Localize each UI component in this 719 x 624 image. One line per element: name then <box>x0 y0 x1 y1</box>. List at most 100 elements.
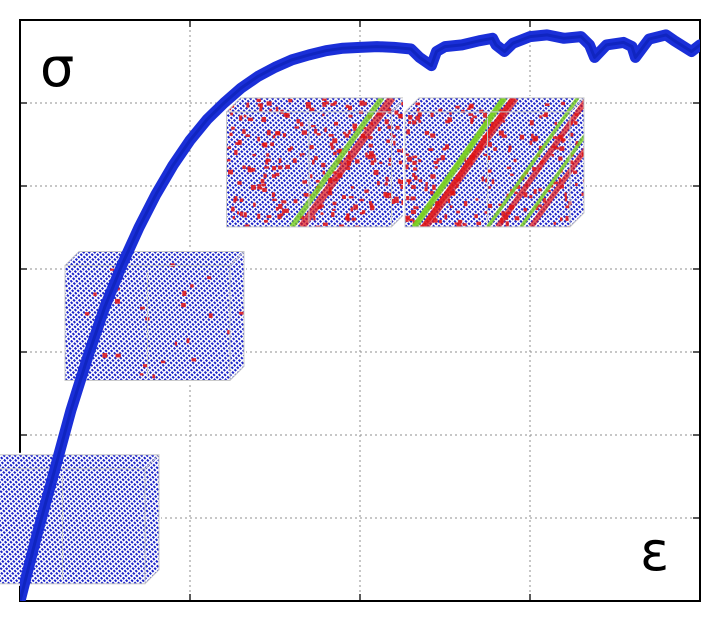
defect-atom <box>408 218 414 222</box>
defect-atom <box>407 156 413 162</box>
defect-atom <box>463 201 468 207</box>
defect-atom <box>408 120 412 124</box>
defect-atom <box>247 166 251 170</box>
defect-atom <box>383 191 388 197</box>
defect-atom <box>487 142 492 147</box>
defect-atom <box>301 130 307 135</box>
defect-atom <box>412 160 417 165</box>
defect-atom <box>472 115 477 119</box>
defect-atom <box>239 198 244 202</box>
defect-atom <box>152 374 156 379</box>
stress-strain-curve-core <box>20 33 700 601</box>
defect-atom <box>281 208 285 214</box>
defect-atom <box>256 98 262 102</box>
defect-atom <box>227 330 230 335</box>
defect-atom <box>115 353 121 358</box>
defect-atom <box>532 137 537 142</box>
defect-atom <box>371 154 376 159</box>
defect-atom <box>237 181 242 185</box>
defect-atom <box>487 203 493 209</box>
defect-atom <box>432 184 436 190</box>
defect-atom <box>455 105 460 109</box>
defect-atom <box>275 206 279 211</box>
defect-atom <box>487 155 491 160</box>
defect-atom <box>350 207 354 212</box>
defect-atom <box>456 222 462 227</box>
defect-atom <box>430 133 436 138</box>
defect-atom <box>413 167 418 171</box>
defect-atom <box>266 130 271 136</box>
defect-atom <box>498 203 502 206</box>
slip-band <box>289 97 385 227</box>
defect-atom <box>475 198 479 201</box>
defect-atom <box>424 130 430 135</box>
slip-band <box>519 97 584 227</box>
defect-atom <box>553 181 559 185</box>
defect-atom <box>387 192 392 196</box>
defect-atom <box>250 184 256 190</box>
defect-atom <box>235 142 240 145</box>
defect-atom <box>329 142 334 146</box>
defect-atom <box>544 111 548 118</box>
defect-atom <box>444 144 450 150</box>
defect-atom <box>311 125 316 128</box>
defect-atom <box>533 189 537 195</box>
defect-atom <box>277 214 282 220</box>
defect-atom <box>413 175 418 181</box>
defect-atom <box>369 201 372 204</box>
defect-atom <box>447 198 451 204</box>
defect-atom <box>462 223 467 226</box>
defect-atom <box>367 154 372 160</box>
defect-atom <box>160 360 166 364</box>
defect-atom <box>412 173 416 177</box>
defect-atom <box>565 216 569 221</box>
defect-atom <box>377 127 381 132</box>
defect-atom <box>384 182 388 186</box>
defect-atom <box>569 132 574 137</box>
defect-atom <box>302 180 308 184</box>
inset-background <box>403 95 586 229</box>
defect-atom <box>406 129 410 135</box>
defect-atom <box>386 139 390 143</box>
defect-atom <box>234 149 238 155</box>
defect-atom <box>231 206 235 212</box>
defect-atom <box>226 159 231 162</box>
defect-atom <box>408 115 413 120</box>
defect-atom <box>344 216 349 220</box>
defect-atom <box>275 172 280 177</box>
defect-atom <box>508 148 511 153</box>
defect-atom <box>467 107 471 110</box>
defect-atom <box>474 214 478 219</box>
defect-atom <box>398 160 403 165</box>
defect-atom <box>570 160 574 164</box>
inset-cube-peak <box>224 95 408 229</box>
defect-atom <box>277 165 283 170</box>
defect-atom <box>359 198 364 202</box>
defect-atom <box>271 174 276 178</box>
defect-atom <box>182 290 187 296</box>
defect-atom <box>365 152 368 158</box>
defect-atom <box>476 221 482 226</box>
defect-atom <box>410 209 416 215</box>
defect-atom <box>384 119 389 125</box>
defect-atom <box>243 212 247 218</box>
defect-atom <box>411 185 416 189</box>
defect-atom <box>240 211 243 217</box>
slip-band <box>412 97 508 227</box>
defect-atom <box>294 126 299 129</box>
defect-atom <box>333 101 337 105</box>
defect-atom <box>400 184 404 190</box>
inset-cube-onset <box>63 249 246 383</box>
defect-atom <box>84 312 90 316</box>
defect-atom <box>351 217 357 221</box>
defect-atom <box>285 164 290 169</box>
defect-atom <box>487 169 492 173</box>
cube-edge <box>229 251 245 266</box>
defect-atom <box>313 216 316 221</box>
defect-atom <box>242 129 246 134</box>
defect-atom <box>270 142 274 147</box>
defect-atom <box>265 160 269 165</box>
defect-atom <box>252 167 256 172</box>
defect-atom <box>538 188 542 192</box>
